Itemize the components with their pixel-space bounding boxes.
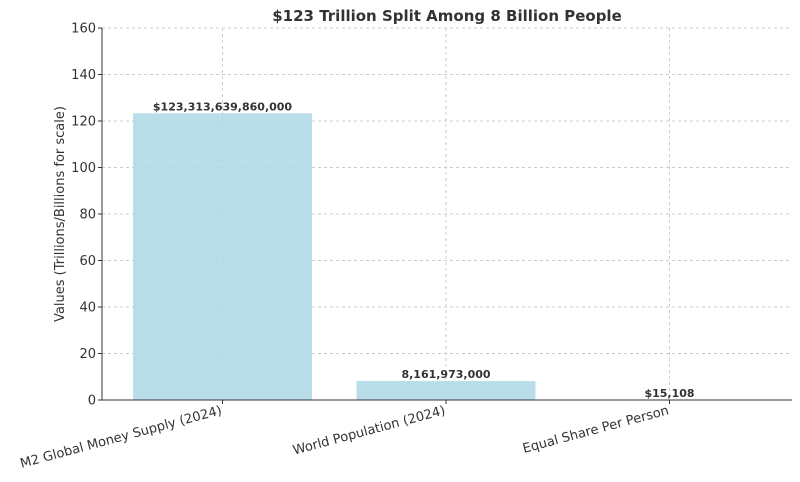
y-axis-ticks: 0 20 40 60 80 100 120 140 160 <box>71 22 102 409</box>
x-tick-label: World Population (2024) <box>291 403 447 458</box>
x-axis-ticks: M2 Global Money Supply (2024) World Popul… <box>19 400 671 472</box>
x-tick-label: Equal Share Per Person <box>521 403 670 456</box>
chart-title: $123 Trillion Split Among 8 Billion Peop… <box>272 7 622 25</box>
y-tick-label: 120 <box>71 115 96 130</box>
y-tick-label: 80 <box>79 208 96 223</box>
bar <box>133 113 312 401</box>
x-tick-label: M2 Global Money Supply (2024) <box>19 403 224 471</box>
y-tick-label: 100 <box>71 161 96 176</box>
y-tick-label: 20 <box>79 347 96 362</box>
y-tick-label: 40 <box>79 301 96 316</box>
y-tick-label: 60 <box>79 254 96 269</box>
y-tick-label: 160 <box>71 22 96 37</box>
bars <box>133 113 759 401</box>
y-tick-label: 0 <box>88 394 96 409</box>
bar-value-label: $123,313,639,860,000 <box>153 100 293 113</box>
y-tick-label: 140 <box>71 68 96 83</box>
y-axis-label: Values (Trillions/Billions for scale) <box>53 106 68 322</box>
data-labels: $123,313,639,860,000 8,161,973,000 $15,108 <box>153 100 695 400</box>
bar-value-label: $15,108 <box>644 387 694 400</box>
bar-value-label: 8,161,973,000 <box>401 368 490 381</box>
bar <box>356 381 536 400</box>
